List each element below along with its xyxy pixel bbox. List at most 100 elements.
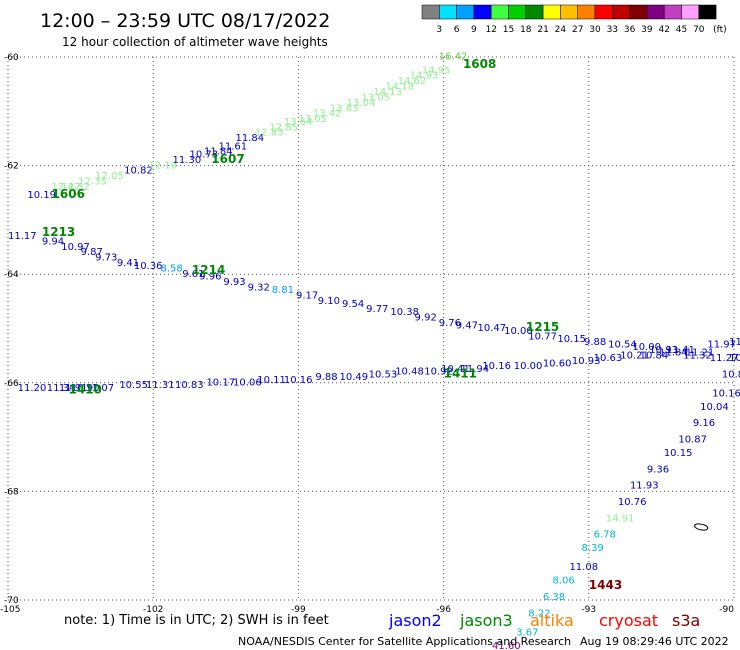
colorbar-tick-label: 15 bbox=[503, 25, 514, 35]
pass-time-label: 1606 bbox=[52, 187, 85, 201]
longitude-tick-label: -96 bbox=[436, 605, 451, 615]
colorbar-swatch bbox=[525, 4, 544, 20]
wave-height-label: 11.20 bbox=[18, 383, 47, 394]
wave-height-label: 14.18 bbox=[386, 82, 415, 93]
colorbar-tick-label: 3 bbox=[436, 25, 442, 35]
wave-height-label: 10.83 bbox=[175, 380, 204, 391]
colorbar-tick-label: 42 bbox=[658, 25, 669, 35]
pass-time-label: 1443 bbox=[589, 578, 622, 592]
wave-height-label: 11.17 bbox=[8, 231, 37, 242]
colorbar-swatch bbox=[698, 4, 717, 20]
wave-height-label: 11.00 bbox=[729, 337, 740, 348]
wave-height-label: 10.19 bbox=[27, 190, 56, 201]
wave-height-label: 10.84 bbox=[640, 350, 669, 361]
wave-height-label: 11.84 bbox=[204, 147, 233, 158]
satellite-legend-item: jason2 bbox=[388, 611, 442, 630]
map-graticule bbox=[7, 56, 735, 601]
wave-height-label: 14.91 bbox=[606, 513, 635, 524]
colorbar-tick-label: 18 bbox=[520, 25, 532, 35]
longitude-tick-label: -90 bbox=[719, 605, 734, 615]
wave-height-label: 11.84 bbox=[659, 348, 688, 359]
map-title: 12:00 – 23:59 UTC 08/17/2022 bbox=[40, 10, 330, 32]
wave-height-label: 10.70 bbox=[729, 353, 740, 364]
wave-height-label: 11.91 bbox=[59, 383, 88, 394]
wave-height-label: 9.76 bbox=[439, 318, 461, 329]
wave-height-label: 8.58 bbox=[160, 263, 182, 274]
longitude-tick-label: -99 bbox=[291, 605, 306, 615]
wave-height-label: 10.00 bbox=[514, 361, 543, 372]
wave-height-label: 10.48 bbox=[395, 367, 424, 378]
wave-height-label: 10.82 bbox=[124, 166, 153, 177]
wave-height-label: 14.62 bbox=[398, 76, 427, 87]
wave-height-label: 9.77 bbox=[366, 304, 388, 315]
wave-height-label: 11.27 bbox=[710, 353, 739, 364]
wave-height-label: 10.55 bbox=[119, 380, 148, 391]
wave-height-label: 9.92 bbox=[415, 312, 437, 323]
wave-height-label: 10.16 bbox=[482, 361, 511, 372]
latitude-tick-label: -62 bbox=[4, 162, 19, 172]
wave-height-label: 11.34 bbox=[47, 383, 76, 394]
wave-height-label: 12.35 bbox=[78, 177, 107, 188]
pass-time-label: 1607 bbox=[211, 152, 244, 166]
satellite-legend-item: jason3 bbox=[459, 611, 513, 630]
colorbar-swatch bbox=[508, 4, 527, 20]
wave-height-label: 10.16 bbox=[284, 375, 313, 386]
wave-height-label: 10.77 bbox=[528, 331, 557, 342]
longitude-tick-label: -93 bbox=[581, 605, 596, 615]
wave-height-label: 14.95 bbox=[422, 65, 451, 76]
wave-height-label: 14.13 bbox=[373, 87, 402, 98]
wave-height-label: 10.53 bbox=[369, 369, 398, 380]
wave-height-label: 10.38 bbox=[390, 307, 419, 318]
colorbar-tick-label: 6 bbox=[454, 25, 460, 35]
wave-height-label: 12.05 bbox=[95, 171, 124, 182]
wave-height-label: 11.94 bbox=[461, 364, 490, 375]
wave-height-label: 14.93 bbox=[410, 71, 439, 82]
pass-time-label: 1410 bbox=[69, 383, 102, 397]
satellite-legend-item: s3a bbox=[672, 611, 700, 630]
colorbar-tick-label: 21 bbox=[537, 25, 548, 35]
colorbar-tick-label: 36 bbox=[624, 25, 636, 35]
wave-height-label: 10.92 bbox=[424, 367, 453, 378]
wave-height-label: 9.94 bbox=[42, 236, 64, 247]
latitude-tick-label: -66 bbox=[4, 379, 19, 389]
wave-height-label: 11.21 bbox=[686, 348, 715, 359]
latitude-tick-label: -60 bbox=[4, 53, 19, 63]
footer-note: note: 1) Time is in UTC; 2) SWH is in fe… bbox=[64, 613, 329, 628]
wave-height-label: 9.16 bbox=[693, 418, 715, 429]
colorbar-tick-label: 9 bbox=[471, 25, 477, 35]
pass-time-label: 1608 bbox=[463, 57, 496, 71]
wave-height-label: 11.93 bbox=[630, 481, 659, 492]
wave-height-label: 9.47 bbox=[456, 321, 478, 332]
wave-height-label: 10.87 bbox=[678, 435, 707, 446]
colorbar-tick-label: 27 bbox=[572, 25, 583, 35]
wave-height-label: 13.04 bbox=[347, 98, 376, 109]
wave-height-label: 11.32 bbox=[683, 350, 712, 361]
wave-height-label: 11.07 bbox=[85, 383, 114, 394]
credit-text: NOAA/NESDIS Center for Satellite Applica… bbox=[238, 635, 571, 648]
wave-height-label: 10.04 bbox=[700, 402, 729, 413]
wave-height-label: 11.41 bbox=[666, 345, 695, 356]
wave-height-label: 10.54 bbox=[608, 340, 637, 351]
wave-height-label: 13.64 bbox=[284, 117, 313, 128]
wave-height-label: 9.10 bbox=[318, 296, 340, 307]
longitude-tick-label: -102 bbox=[143, 605, 163, 615]
satellite-legend-item: cryosat bbox=[599, 611, 658, 630]
wave-height-label: 12.83 bbox=[255, 128, 284, 139]
wave-height-label: 10.11 bbox=[257, 375, 286, 386]
colorbar-swatch bbox=[542, 4, 561, 20]
wave-height-label: 41.60 bbox=[492, 641, 521, 650]
wave-height-label: 12.52 bbox=[61, 182, 90, 193]
colorbar-swatch bbox=[663, 4, 682, 20]
wave-height-label: 10.90 bbox=[71, 383, 100, 394]
wave-height-label: 13.63 bbox=[330, 103, 359, 114]
colorbar-tick-label: 12 bbox=[485, 25, 496, 35]
wave-height-label: 9.93 bbox=[223, 277, 245, 288]
wave-height-label: 11.30 bbox=[173, 155, 202, 166]
colorbar-unit: (ft) bbox=[713, 25, 727, 35]
colorbar-swatch bbox=[560, 4, 578, 20]
wave-height-label: 9.88 bbox=[584, 337, 606, 348]
wave-height-label: 9.88 bbox=[315, 372, 337, 383]
